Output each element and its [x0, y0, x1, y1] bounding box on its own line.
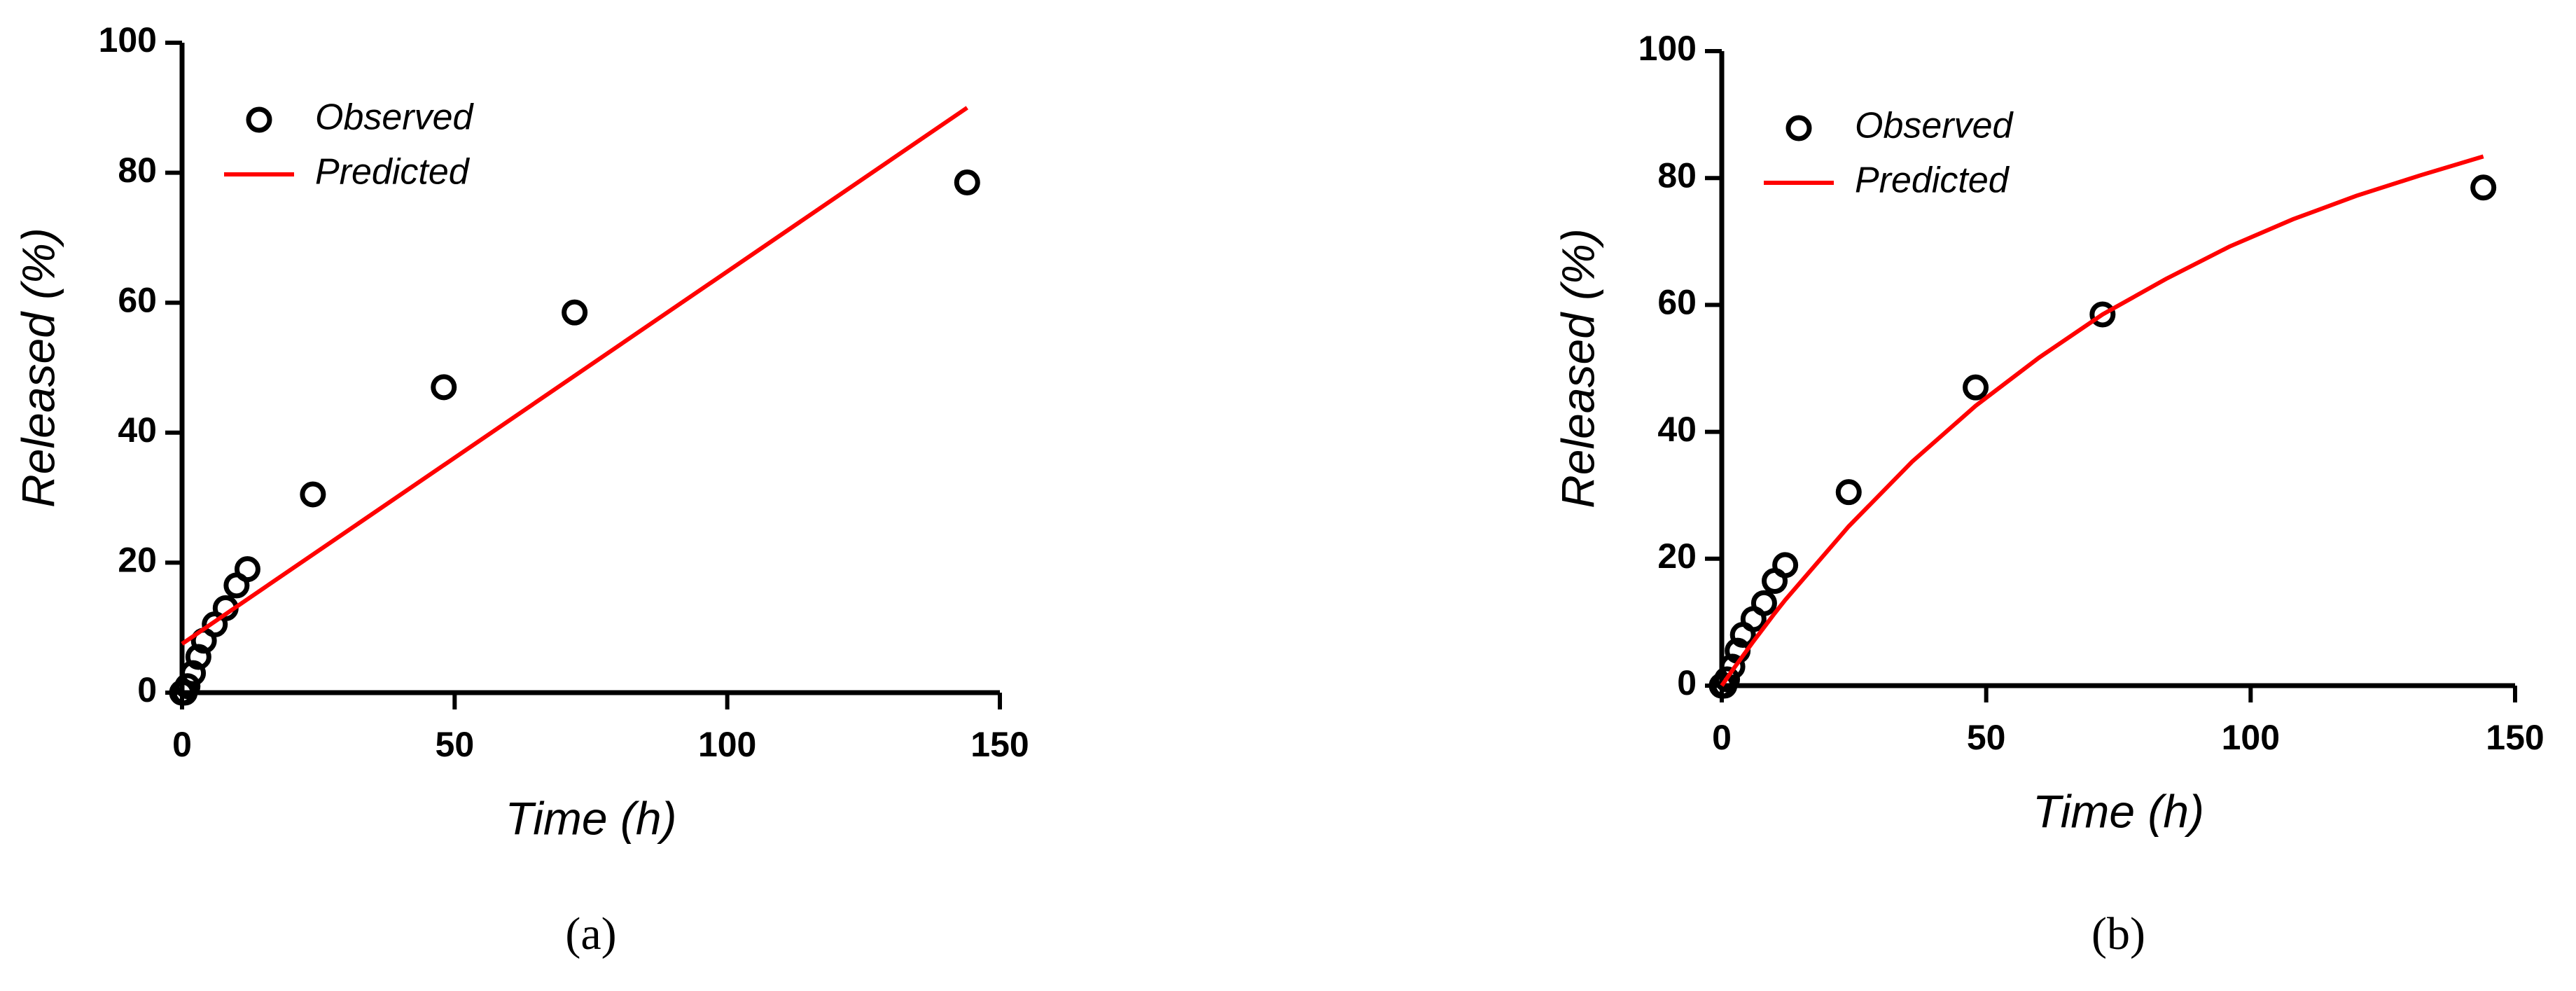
y-tick-label: 20: [1657, 536, 1697, 576]
legend-label: Observed: [315, 97, 475, 138]
predicted-line: [181, 106, 968, 646]
y-tick-label: 20: [118, 541, 157, 580]
x-axis-title: Time (h): [2033, 785, 2204, 837]
chart: 0 50 100 150 0 20 40 60 80 100 Time (h) Released (%…: [12, 20, 1029, 959]
caption: (b): [2091, 908, 2145, 959]
observed-point: [234, 556, 260, 583]
x-tick-label: 150: [2486, 718, 2544, 757]
observed-point: [562, 299, 588, 326]
observed-point: [185, 644, 211, 670]
y-tick-label: 60: [118, 280, 157, 319]
caption: (a): [565, 908, 616, 959]
legend-marker: [1785, 115, 1812, 141]
y-tick-label: 80: [118, 151, 157, 190]
y-tick-label: 80: [1657, 155, 1697, 195]
observed-point: [2470, 174, 2497, 201]
observed-point: [1963, 374, 1989, 401]
legend-marker: [246, 106, 272, 133]
x-tick-label: 150: [970, 725, 1029, 764]
y-axis-title: Released (%): [12, 228, 64, 508]
legend-label: Predicted: [1855, 160, 2010, 201]
y-tick-label: 0: [137, 670, 157, 709]
legend-label: Predicted: [315, 152, 471, 193]
x-tick-label: 100: [698, 725, 756, 764]
chart: 0 50 100 150 0 20 40 60 80 100 Time (h) Released (%…: [1552, 29, 2544, 959]
observed-point: [174, 673, 201, 700]
x-axis-title: Time (h): [505, 792, 676, 844]
predicted-line: [1720, 154, 2484, 687]
observed-point: [2089, 301, 2116, 328]
y-tick-label: 100: [99, 20, 157, 60]
x-tick-label: 50: [1967, 718, 2006, 757]
y-tick-label: 40: [1657, 410, 1697, 449]
observed-point: [1714, 666, 1741, 693]
y-tick-label: 100: [1638, 29, 1697, 68]
y-tick-label: 40: [118, 410, 157, 450]
y-tick-label: 0: [1677, 663, 1697, 702]
y-tick-label: 60: [1657, 283, 1697, 322]
x-tick-label: 100: [2222, 718, 2280, 757]
legend-label: Observed: [1855, 106, 2014, 146]
x-tick-label: 50: [436, 725, 475, 764]
observed-point: [1835, 479, 1862, 506]
observed-point: [431, 374, 457, 401]
observed-point: [300, 481, 326, 508]
x-tick-label: 0: [172, 725, 192, 764]
y-axis-title: Released (%): [1552, 228, 1603, 508]
observed-point: [180, 660, 207, 686]
observed-point: [954, 169, 980, 196]
observed-point: [1750, 590, 1777, 616]
observed-point: [1772, 552, 1799, 578]
observed-point: [1719, 653, 1746, 680]
x-tick-label: 0: [1712, 718, 1732, 757]
